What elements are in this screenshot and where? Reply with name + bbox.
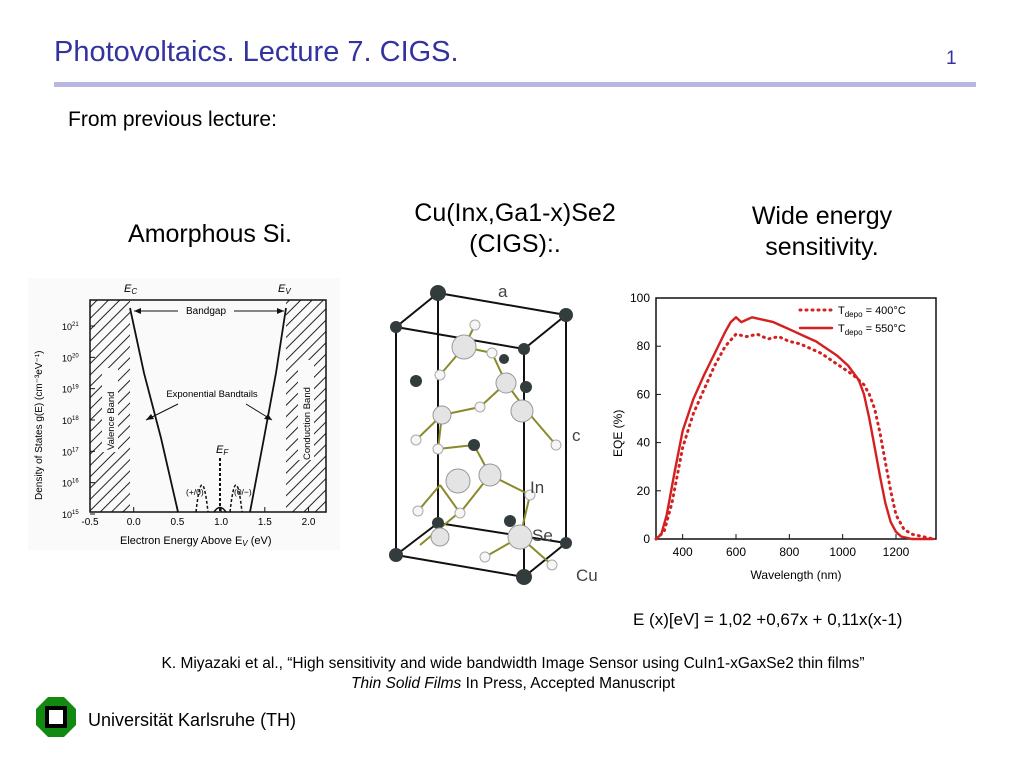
eqe-x-tick-label: 800 [779, 545, 799, 559]
dos-y-tick-label: 1021 [62, 322, 79, 332]
state-minus-label: (0/−) [234, 487, 252, 497]
eqe-y-tick-label: 60 [637, 387, 651, 401]
in-atoms [410, 319, 562, 571]
caption-amorphous-si: Amorphous Si. [128, 220, 292, 248]
dos-y-ticks: 1021 1020 1019 1018 1017 1016 1015 [62, 322, 95, 520]
eqe-y-tick-label: 20 [637, 484, 651, 498]
slide-subtitle: From previous lecture: [68, 108, 277, 131]
eqe-y-tick-label: 80 [637, 339, 651, 353]
eqe-x-tick-label: 400 [673, 545, 693, 559]
caption-cigs: Cu(Inx,Ga1-x)Se2 (CIGS):. [380, 198, 650, 260]
conduction-tail [249, 307, 287, 513]
caption-cigs-line2: (CIGS):. [469, 230, 561, 258]
ec-label: EC [124, 283, 137, 296]
dos-ylabel: Density of States g(E) (cm⁻³eV⁻¹) [34, 351, 45, 500]
eqe-y-tick-label: 0 [643, 532, 650, 546]
eqe-y-tick-label: 40 [637, 436, 651, 450]
dos-x-tick-label: 1.0 [214, 517, 228, 528]
eqe-series-dotted [654, 332, 935, 541]
label-c: c [572, 426, 581, 445]
eqe-legend: Tdepo = 400°C Tdepo = 550°C [798, 305, 906, 337]
dos-figure: 1021 1020 1019 1018 1017 1016 1015 -0.5 0.0 0.5 1… [28, 278, 340, 550]
eqe-legend-label: Tdepo = 550°C [838, 323, 906, 337]
dos-x-tick-label: 0.5 [170, 517, 184, 528]
title-divider [54, 82, 976, 87]
dos-x-tick-label: -0.5 [81, 517, 99, 528]
eqe-x-tick-label: 1200 [883, 545, 910, 559]
ev-label: EV [278, 283, 291, 296]
eqe-x-tick-label: 600 [726, 545, 746, 559]
bandgap-formula: E (x)[eV] = 1,02 +0,67x + 0,11x(x-1) [633, 610, 903, 629]
page-number: 1 [946, 48, 957, 69]
bandgap-arrow-left [134, 308, 141, 314]
bandgap-arrow-right [277, 308, 284, 314]
eqe-axes [655, 297, 937, 540]
dos-y-tick-label: 1018 [62, 416, 79, 426]
eqe-xlabel: Wavelength (nm) [751, 568, 842, 582]
university-logo-icon [36, 697, 76, 737]
unit-cell-frame [395, 292, 567, 578]
reference-line1: K. Miyazaki et al., “High sensitivity an… [161, 655, 865, 672]
eqe-legend-label: Tdepo = 400°C [838, 305, 906, 319]
dos-y-tick-label: 1019 [62, 385, 79, 395]
dos-y-tick-label: 1017 [62, 447, 79, 457]
eqe-series-solid [654, 316, 935, 541]
reference-status: In Press, Accepted Manuscript [461, 675, 675, 692]
dos-y-tick-label: 1015 [62, 510, 79, 520]
dos-x-ticks: -0.5 0.0 0.5 1.0 1.5 2.0 [81, 507, 316, 528]
label-a: a [498, 282, 508, 301]
defect-bump-minus [229, 484, 243, 513]
caption-cigs-line1: Cu(Inx,Ga1-x)Se2 [414, 199, 616, 227]
label-cu: Cu [576, 566, 598, 585]
valence-band-label: Valence Band [106, 392, 117, 450]
dos-xlabel: Electron Energy Above EV (eV) [120, 535, 271, 548]
eqe-x-tick-label: 1000 [829, 545, 856, 559]
dos-x-tick-label: 2.0 [302, 517, 316, 528]
dos-x-tick-label: 1.5 [258, 517, 272, 528]
caption-wide-line1: Wide energy [751, 202, 893, 230]
caption-wide-sensitivity: Wide energy sensitivity. [712, 201, 932, 263]
eqe-y-ticks: 0 20 40 60 80 100 [630, 291, 661, 546]
eqe-y-tick-label: 100 [630, 291, 650, 305]
reference-line2: Thin Solid Films In Press, Accepted Manu… [40, 674, 986, 694]
slide-title: Photovoltaics. Lecture 7. CIGS. [54, 36, 459, 68]
bandtails-label: Exponential Bandtails [166, 389, 258, 400]
eqe-chart: 0 20 40 60 80 100 400 600 800 1000 1200 Tdepo = 4… [611, 291, 937, 582]
reference: K. Miyazaki et al., “High sensitivity an… [40, 654, 986, 694]
se-atoms [430, 334, 534, 550]
label-se: Se [532, 526, 553, 545]
cu-atoms [389, 285, 573, 585]
dos-x-tick-label: 0.0 [127, 517, 141, 528]
defect-bump-plus [195, 484, 209, 513]
state-plus-label: (+/0) [186, 487, 204, 497]
university-name: Universität Karlsruhe (TH) [88, 710, 297, 730]
label-in: In [530, 478, 544, 497]
ef-label: EF [216, 444, 229, 457]
dos-y-tick-label: 1016 [62, 479, 79, 489]
bandgap-label: Bandgap [186, 306, 226, 317]
dos-y-tick-label: 1020 [62, 353, 79, 363]
caption-wide-line2: sensitivity. [765, 233, 879, 261]
eqe-x-ticks: 400 600 800 1000 1200 [673, 534, 910, 559]
reference-journal: Thin Solid Films [351, 675, 462, 692]
conduction-band-label: Conduction Band [302, 387, 313, 460]
cigs-crystal-figure: a c In Se Cu [389, 282, 598, 585]
eqe-series [654, 316, 935, 541]
valence-tail [129, 307, 179, 513]
eqe-ylabel: EQE (%) [611, 410, 625, 457]
